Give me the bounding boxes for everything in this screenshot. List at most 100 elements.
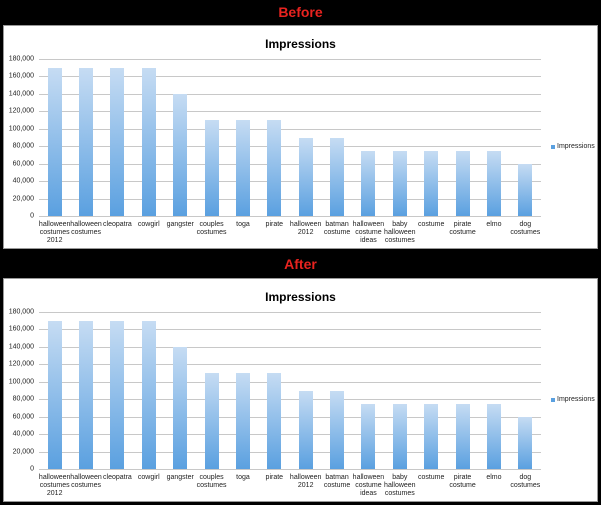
x-tick-label: halloween costumes 2012 [38, 474, 71, 497]
bar [267, 120, 282, 216]
y-tick-label: 120,000 [8, 360, 34, 368]
chart-title: Impressions [265, 290, 336, 304]
bar [173, 346, 188, 469]
bar [267, 373, 282, 469]
x-tick-label: gangster [166, 221, 194, 228]
x-tick-label: couples costumes [196, 474, 227, 489]
x-tick-label: pirate [265, 474, 284, 481]
y-tick-label: 180,000 [8, 308, 34, 316]
grid-line [39, 312, 541, 313]
x-tick-label: baby halloween costumes [384, 474, 416, 497]
bar [424, 403, 439, 469]
y-tick-label: 160,000 [8, 72, 34, 80]
bar [79, 67, 94, 216]
x-tick-label: halloween costumes 2012 [38, 221, 71, 244]
x-tick-label: toga [236, 221, 250, 228]
y-tick-label: 20,000 [12, 448, 34, 456]
section-heading: After [284, 256, 317, 272]
grid-line [39, 346, 541, 348]
grid-line [39, 59, 541, 60]
bar [518, 416, 533, 469]
y-tick-label: 100,000 [8, 378, 34, 386]
y-tick-label: 0 [30, 465, 34, 473]
x-tick-label: dog costumes [510, 474, 541, 489]
bar [361, 403, 376, 469]
bar [204, 373, 219, 469]
bar [235, 373, 250, 469]
y-tick-label: 100,000 [8, 125, 34, 133]
x-tick-label: costume [417, 474, 445, 481]
x-tick-label: elmo [486, 474, 502, 481]
bar [47, 320, 62, 469]
bar [361, 150, 376, 216]
grid-line [39, 163, 541, 165]
grid-line [39, 128, 541, 130]
y-tick-label: 60,000 [12, 160, 34, 168]
y-tick-label: 80,000 [12, 395, 34, 403]
bar [204, 120, 219, 216]
grid-line [39, 216, 541, 217]
bar [486, 403, 501, 469]
grid-line [39, 76, 541, 78]
y-tick-label: 0 [30, 212, 34, 220]
bar [518, 163, 533, 216]
grid-line [39, 469, 541, 470]
bar [298, 390, 313, 469]
bar [330, 390, 345, 469]
grid-line [39, 198, 541, 200]
grid-line [39, 364, 541, 366]
chart-title: Impressions [265, 37, 336, 51]
grid-line [39, 181, 541, 183]
x-tick-label: baby halloween costumes [384, 221, 416, 244]
grid-line [39, 146, 541, 148]
x-tick-label: cowgirl [137, 221, 160, 228]
legend-label: Impressions [557, 396, 595, 403]
legend-swatch [551, 398, 555, 402]
bar [141, 67, 156, 216]
x-tick-label: cleopatra [103, 221, 132, 228]
x-tick-label: couples costumes [196, 221, 227, 236]
chart-panel: Impressions 0 20,000 40,000 60,000 80,000 100,… [3, 25, 598, 249]
x-tick-label: pirate costume [449, 474, 476, 489]
legend-swatch [551, 145, 555, 149]
section-heading: Before [278, 4, 323, 20]
x-tick-label: batman costume [323, 474, 351, 489]
grid-line [39, 93, 541, 95]
bar [424, 150, 439, 216]
x-tick-label: halloween costumes [70, 474, 102, 489]
y-tick-label: 40,000 [12, 177, 34, 185]
bar [235, 120, 250, 216]
chart-panel: Impressions 0 20,000 40,000 60,000 80,000 100,… [3, 278, 598, 502]
bar [47, 67, 62, 216]
y-tick-label: 180,000 [8, 55, 34, 63]
bar [173, 93, 188, 216]
bar [298, 137, 313, 216]
y-tick-label: 60,000 [12, 413, 34, 421]
grid-line [39, 111, 541, 113]
y-tick-label: 140,000 [8, 90, 34, 98]
bar [486, 150, 501, 216]
x-tick-label: pirate [265, 221, 284, 228]
bar [392, 403, 407, 469]
bar [330, 137, 345, 216]
y-tick-label: 160,000 [8, 325, 34, 333]
bar [392, 150, 407, 216]
y-tick-label: 140,000 [8, 343, 34, 351]
bar [110, 67, 125, 216]
y-tick-label: 20,000 [12, 195, 34, 203]
x-tick-label: halloween 2012 [289, 221, 322, 236]
y-tick-label: 40,000 [12, 430, 34, 438]
grid-line [39, 451, 541, 453]
y-tick-label: 80,000 [12, 142, 34, 150]
x-tick-label: dog costumes [510, 221, 541, 236]
x-tick-label: halloween costumes [70, 221, 102, 236]
grid-line [39, 329, 541, 331]
x-tick-label: cowgirl [137, 474, 160, 481]
grid-line [39, 381, 541, 383]
x-tick-label: halloween costume ideas [352, 221, 385, 244]
bar [455, 150, 470, 216]
x-tick-label: costume [417, 221, 445, 228]
bar [141, 320, 156, 469]
y-tick-label: 120,000 [8, 107, 34, 115]
